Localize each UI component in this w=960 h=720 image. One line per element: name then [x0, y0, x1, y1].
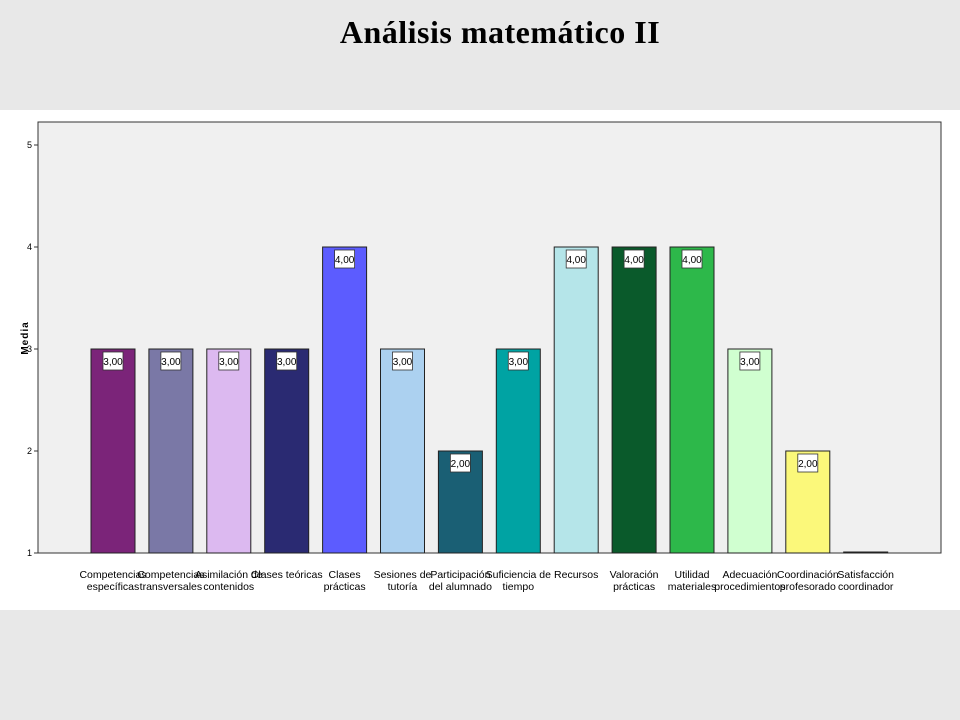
y-tick-label: 2	[27, 446, 32, 456]
value-label: 3,00	[103, 357, 123, 368]
category-label-line: específicas	[87, 581, 140, 593]
category-label-line: del alumnado	[429, 581, 492, 593]
value-label: 3,00	[393, 357, 413, 368]
category-label-line: prácticas	[613, 581, 655, 593]
category-label-line: Recursos	[554, 569, 598, 581]
category-label: Valoración prácticas	[610, 569, 659, 593]
category-label-line: materiales	[668, 581, 716, 593]
value-label-box	[565, 249, 587, 269]
value-label-box	[623, 249, 645, 269]
value-label: 3,00	[277, 357, 297, 368]
category-label: Competencias transversales	[137, 569, 204, 593]
category-label: Recursos	[554, 569, 598, 581]
value-label: 4,00	[566, 255, 586, 266]
bar	[553, 246, 599, 554]
category-label: Clases prácticas	[324, 569, 366, 593]
value-labels: 3,00 3,00 3,00 3,00 4,00 3,00 2,00 3,00 4,00 4,00…	[102, 249, 819, 473]
value-label: 3,00	[219, 357, 239, 368]
bar	[322, 246, 368, 554]
category-label-line: transversales	[140, 581, 202, 593]
value-label: 2,00	[798, 459, 818, 470]
category-label-line: Participación	[430, 569, 490, 581]
value-label-box	[507, 351, 529, 371]
category-label-line: coordinador	[838, 581, 894, 593]
value-label: 3,00	[740, 357, 760, 368]
bar	[380, 348, 425, 554]
category-label-line: Competencias	[79, 569, 146, 581]
bar	[727, 348, 773, 554]
category-label-line: prácticas	[324, 581, 366, 593]
category-label-line: Clases	[329, 569, 361, 581]
category-label-line: Competencias	[137, 569, 204, 581]
category-label-line: Adecuación	[722, 569, 777, 581]
bar	[90, 348, 136, 554]
category-label: Coordinación profesorado	[777, 569, 839, 593]
bar	[206, 348, 252, 554]
bar	[495, 348, 541, 554]
bar-chart: 1 2 3 4 5 3,00 3,00 3,00 3,00 4,00 3,00 2,00 3,00 4,…	[20, 121, 942, 593]
category-label-line: Clases teóricas	[251, 569, 323, 581]
category-label: Participación del alumnado	[429, 569, 492, 593]
value-label: 4,00	[624, 255, 644, 266]
value-label: 4,00	[335, 255, 355, 266]
category-label-line: Asimilación de	[195, 569, 263, 581]
bar	[148, 348, 194, 554]
category-label: Adecuación procedimientos	[714, 569, 785, 593]
value-label-box	[160, 351, 182, 371]
category-label: Clases teóricas	[251, 569, 323, 581]
category-label-line: profesorado	[780, 581, 836, 593]
bar	[843, 551, 889, 554]
value-label: 3,00	[509, 357, 529, 368]
category-label-line: Valoración	[610, 569, 659, 581]
category-label: Suficiencia de tiempo	[486, 569, 552, 593]
value-label-box	[739, 351, 761, 371]
category-label-line: Coordinación	[777, 569, 839, 581]
value-label-box	[392, 351, 413, 371]
value-label-box	[276, 351, 298, 371]
category-label: Satisfacción coordinador	[837, 569, 894, 593]
bar	[611, 246, 657, 554]
category-label-line: tutoría	[388, 581, 418, 593]
value-label-box	[449, 453, 471, 473]
value-label-box	[218, 351, 240, 371]
category-label-line: Utilidad	[674, 569, 709, 581]
value-label-box	[681, 249, 703, 269]
category-label-line: contenidos	[203, 581, 254, 593]
category-label-line: Satisfacción	[837, 569, 894, 581]
value-label-box	[797, 453, 819, 473]
bar	[264, 348, 310, 554]
y-axis-title: Media	[20, 321, 31, 354]
category-label: Utilidad materiales	[668, 569, 716, 593]
category-label: Competencias específicas	[79, 569, 146, 593]
y-tick-label: 4	[27, 242, 32, 252]
category-label-line: tiempo	[503, 581, 535, 593]
chart-panel: 1 2 3 4 5 3,00 3,00 3,00 3,00 4,00 3,00 2,00 3,00 4,…	[0, 110, 960, 610]
category-label-line: Sesiones de	[374, 569, 432, 581]
value-label-box	[102, 351, 124, 371]
y-tick-label: 1	[27, 548, 32, 558]
bars	[90, 246, 889, 554]
y-axis: 1 2 3 4 5	[27, 140, 38, 558]
category-label: Sesiones de tutoría	[374, 569, 432, 593]
value-label-box	[334, 249, 356, 269]
bar	[669, 246, 715, 554]
value-label: 4,00	[682, 255, 702, 266]
y-tick-label: 5	[27, 140, 32, 150]
y-tick-label: 3	[27, 344, 32, 354]
page-title: Análisis matemático II	[339, 14, 661, 50]
category-label: Asimilación de contenidos	[195, 569, 263, 593]
category-label-line: Suficiencia de	[486, 569, 552, 581]
category-label-line: procedimientos	[714, 581, 785, 593]
value-label: 2,00	[451, 459, 471, 470]
value-label: 3,00	[161, 357, 181, 368]
